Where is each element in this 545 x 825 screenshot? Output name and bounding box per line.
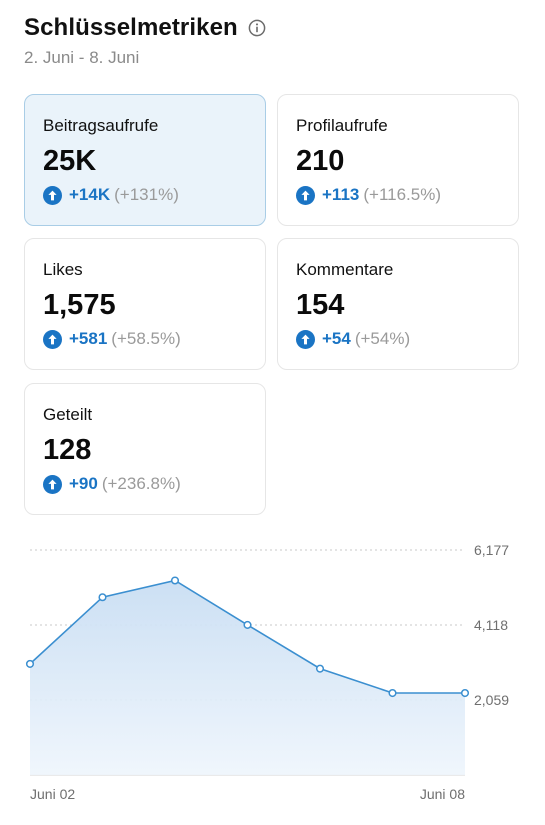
metric-label: Likes [43,260,83,279]
metric-percent: (+58.5%) [111,329,181,348]
metric-delta: +113 [322,185,360,204]
x-tick-label: Juni 08 [420,786,465,802]
title-row: Schlüsselmetriken [24,12,524,44]
arrow-up-circle-icon [43,185,62,205]
data-point[interactable] [98,593,107,602]
data-point[interactable] [243,620,252,629]
metric-label: Kommentare [296,260,394,279]
metric-value: 25K [43,145,97,177]
data-point[interactable] [460,688,470,698]
metric-card-kommentare[interactable]: Kommentare 154 +54 (+54%) [277,238,519,370]
metric-label: Geteilt [43,405,93,424]
metric-delta: +90 [69,474,98,493]
data-point[interactable] [315,664,325,673]
metric-percent: (+236.8%) [101,474,181,493]
arrow-up-circle-icon [43,329,62,349]
y-tick-label: 4,118 [474,617,508,633]
metric-delta: +581 [69,329,108,348]
arrow-up-circle-icon [296,185,315,205]
metric-change: +581 (+58.5%) [43,327,247,351]
metric-change: +90 (+236.8%) [43,472,247,496]
y-tick-label: 2,059 [474,692,509,708]
metric-card-geteilt[interactable]: Geteilt 128 +90 (+236.8%) [24,383,266,515]
metric-value: 128 [43,434,92,466]
metric-change: +14K (+131%) [43,183,247,207]
data-point[interactable] [170,576,180,585]
y-tick-label: 6,177 [474,542,509,558]
metric-delta: +54 [322,329,351,348]
series-area [30,580,465,775]
metric-percent: (+131%) [114,185,179,204]
page-title: Schlüsselmetriken [24,14,238,41]
metric-change: +113 (+116.5%) [296,183,500,207]
info-icon[interactable] [248,19,266,37]
header: Schlüsselmetriken 2. Juni - 8. Juni [24,12,524,68]
metric-value: 1,575 [43,289,116,321]
metric-percent: (+116.5%) [363,185,442,204]
metric-label: Beitragsaufrufe [43,116,159,135]
arrow-up-circle-icon [43,474,62,494]
metric-value: 154 [296,289,345,321]
metric-card-profilaufrufe[interactable]: Profilaufrufe 210 +113 (+116.5%) [277,94,519,226]
data-point[interactable] [25,659,35,668]
data-point[interactable] [388,688,397,698]
chart-svg[interactable]: 6,177 4,118 2,059 Juni 02 Juni 08 [0,530,545,820]
arrow-up-circle-icon [296,329,315,349]
metric-label: Profilaufrufe [296,116,388,135]
metric-delta: +14K [69,185,111,204]
metric-change: +54 (+54%) [296,327,500,351]
metric-percent: (+54%) [354,329,411,348]
metric-card-beitragsaufrufe[interactable]: Beitragsaufrufe 25K +14K (+131%) [24,94,266,226]
x-tick-label: Juni 02 [30,786,75,802]
date-range: 2. Juni - 8. Juni [24,48,140,67]
metric-card-likes[interactable]: Likes 1,575 +581 (+58.5%) [24,238,266,370]
metric-chart[interactable]: 6,177 4,118 2,059 Juni 02 Juni 08 [0,530,545,820]
metric-value: 210 [296,145,345,177]
